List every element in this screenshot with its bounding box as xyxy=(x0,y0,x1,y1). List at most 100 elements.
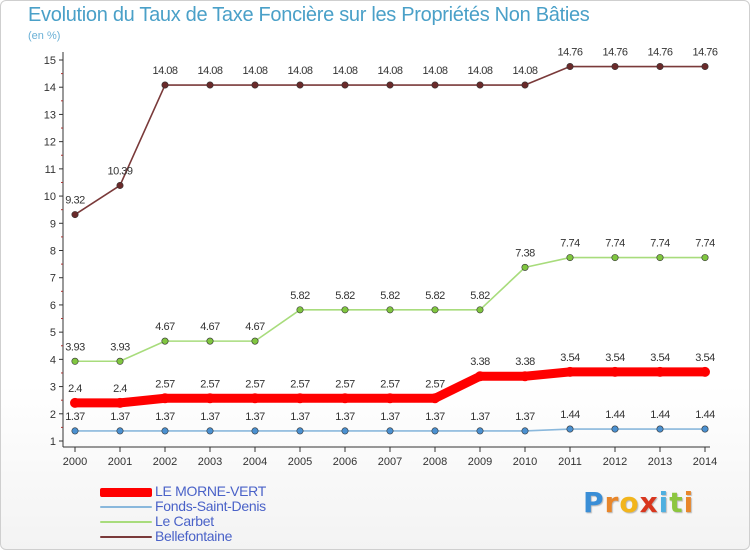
data-point xyxy=(296,306,304,314)
logo-letter: P xyxy=(583,486,605,519)
data-label: 14.76 xyxy=(602,47,627,59)
data-label: 14.08 xyxy=(152,65,177,77)
data-label: 1.37 xyxy=(110,411,130,423)
x-tick-label: 2004 xyxy=(243,456,267,468)
legend-swatch xyxy=(100,487,152,497)
data-point xyxy=(115,397,125,408)
logo-letter: i xyxy=(683,486,695,519)
data-point xyxy=(566,254,574,262)
proxiti-logo: Proxiti xyxy=(583,486,694,519)
series-line-bellefontaine xyxy=(74,65,706,216)
data-point xyxy=(340,393,350,404)
data-label: 1.37 xyxy=(65,411,85,423)
logo-letter: t xyxy=(669,486,684,519)
data-point xyxy=(701,254,709,262)
data-label: 4.67 xyxy=(200,321,220,333)
data-point xyxy=(250,393,260,404)
data-point xyxy=(341,306,349,314)
data-point xyxy=(205,393,215,404)
data-point xyxy=(251,427,259,435)
data-point xyxy=(251,337,259,345)
data-label: 2.57 xyxy=(245,378,265,390)
data-point xyxy=(296,427,304,435)
data-label: 1.37 xyxy=(290,411,310,423)
legend-label: Fonds-Saint-Denis xyxy=(155,498,266,514)
x-tick-label: 2010 xyxy=(513,456,537,468)
data-label: 2.57 xyxy=(155,378,175,390)
legend-label: Le Carbet xyxy=(155,513,214,529)
data-label: 2.4 xyxy=(68,383,82,395)
data-point xyxy=(521,81,529,89)
legend-swatch xyxy=(100,536,152,538)
data-label: 14.08 xyxy=(512,65,537,77)
data-label: 7.74 xyxy=(605,238,625,250)
data-point xyxy=(116,357,124,365)
data-label: 2.4 xyxy=(113,383,127,395)
x-tick-label: 2012 xyxy=(603,456,627,468)
data-label: 2.57 xyxy=(425,378,445,390)
y-tick-label: 14 xyxy=(44,82,56,94)
data-point xyxy=(655,366,665,377)
data-point xyxy=(476,427,484,435)
data-point xyxy=(610,366,620,377)
data-point xyxy=(341,81,349,89)
data-point xyxy=(520,371,530,382)
data-point xyxy=(611,254,619,262)
legend-swatch xyxy=(100,506,152,508)
data-label: 2.57 xyxy=(335,378,355,390)
data-label: 5.82 xyxy=(290,290,310,302)
data-label: 2.57 xyxy=(380,378,400,390)
logo-letter: o xyxy=(619,486,640,519)
data-point xyxy=(700,366,710,377)
x-tick-label: 2013 xyxy=(648,456,672,468)
y-tick-label: 10 xyxy=(44,191,56,203)
data-point xyxy=(116,181,124,189)
data-point xyxy=(476,81,484,89)
data-point xyxy=(386,427,394,435)
data-label: 3.38 xyxy=(470,356,490,368)
data-point xyxy=(656,63,664,71)
legend-label: Bellefontaine xyxy=(155,528,233,544)
data-label: 3.93 xyxy=(110,341,130,353)
data-label: 14.76 xyxy=(692,47,717,59)
data-label: 14.08 xyxy=(422,65,447,77)
data-label: 1.37 xyxy=(425,411,445,423)
data-point xyxy=(295,393,305,404)
data-label: 7.38 xyxy=(515,247,535,259)
data-point xyxy=(206,427,214,435)
data-label: 3.93 xyxy=(65,341,85,353)
data-point xyxy=(160,393,170,404)
data-point xyxy=(701,425,709,433)
data-label: 7.74 xyxy=(650,238,670,250)
y-tick-label: 11 xyxy=(45,164,56,176)
data-label: 1.37 xyxy=(515,411,535,423)
data-label: 10.39 xyxy=(107,165,132,177)
y-tick-label: 15 xyxy=(44,55,56,67)
data-point xyxy=(116,427,124,435)
data-point xyxy=(70,397,80,408)
x-tick-label: 2014 xyxy=(693,456,717,468)
y-tick-label: 1 xyxy=(50,436,56,448)
logo-letter: x xyxy=(639,486,659,519)
data-label: 1.44 xyxy=(650,409,670,421)
data-point xyxy=(566,425,574,433)
data-label: 14.08 xyxy=(242,65,267,77)
data-label: 1.37 xyxy=(155,411,175,423)
data-label: 1.37 xyxy=(335,411,355,423)
data-point xyxy=(656,254,664,262)
data-point xyxy=(71,357,79,365)
data-label: 9.32 xyxy=(65,195,85,207)
data-label: 1.37 xyxy=(470,411,490,423)
data-point xyxy=(161,427,169,435)
data-label: 14.76 xyxy=(557,47,582,59)
data-point xyxy=(521,427,529,435)
data-point xyxy=(521,263,529,271)
x-tick-label: 2003 xyxy=(198,456,222,468)
data-point xyxy=(431,306,439,314)
data-label: 14.08 xyxy=(377,65,402,77)
data-label: 3.54 xyxy=(695,352,715,364)
data-label: 2.57 xyxy=(200,378,220,390)
data-point xyxy=(611,425,619,433)
logo-letter: r xyxy=(604,486,620,519)
